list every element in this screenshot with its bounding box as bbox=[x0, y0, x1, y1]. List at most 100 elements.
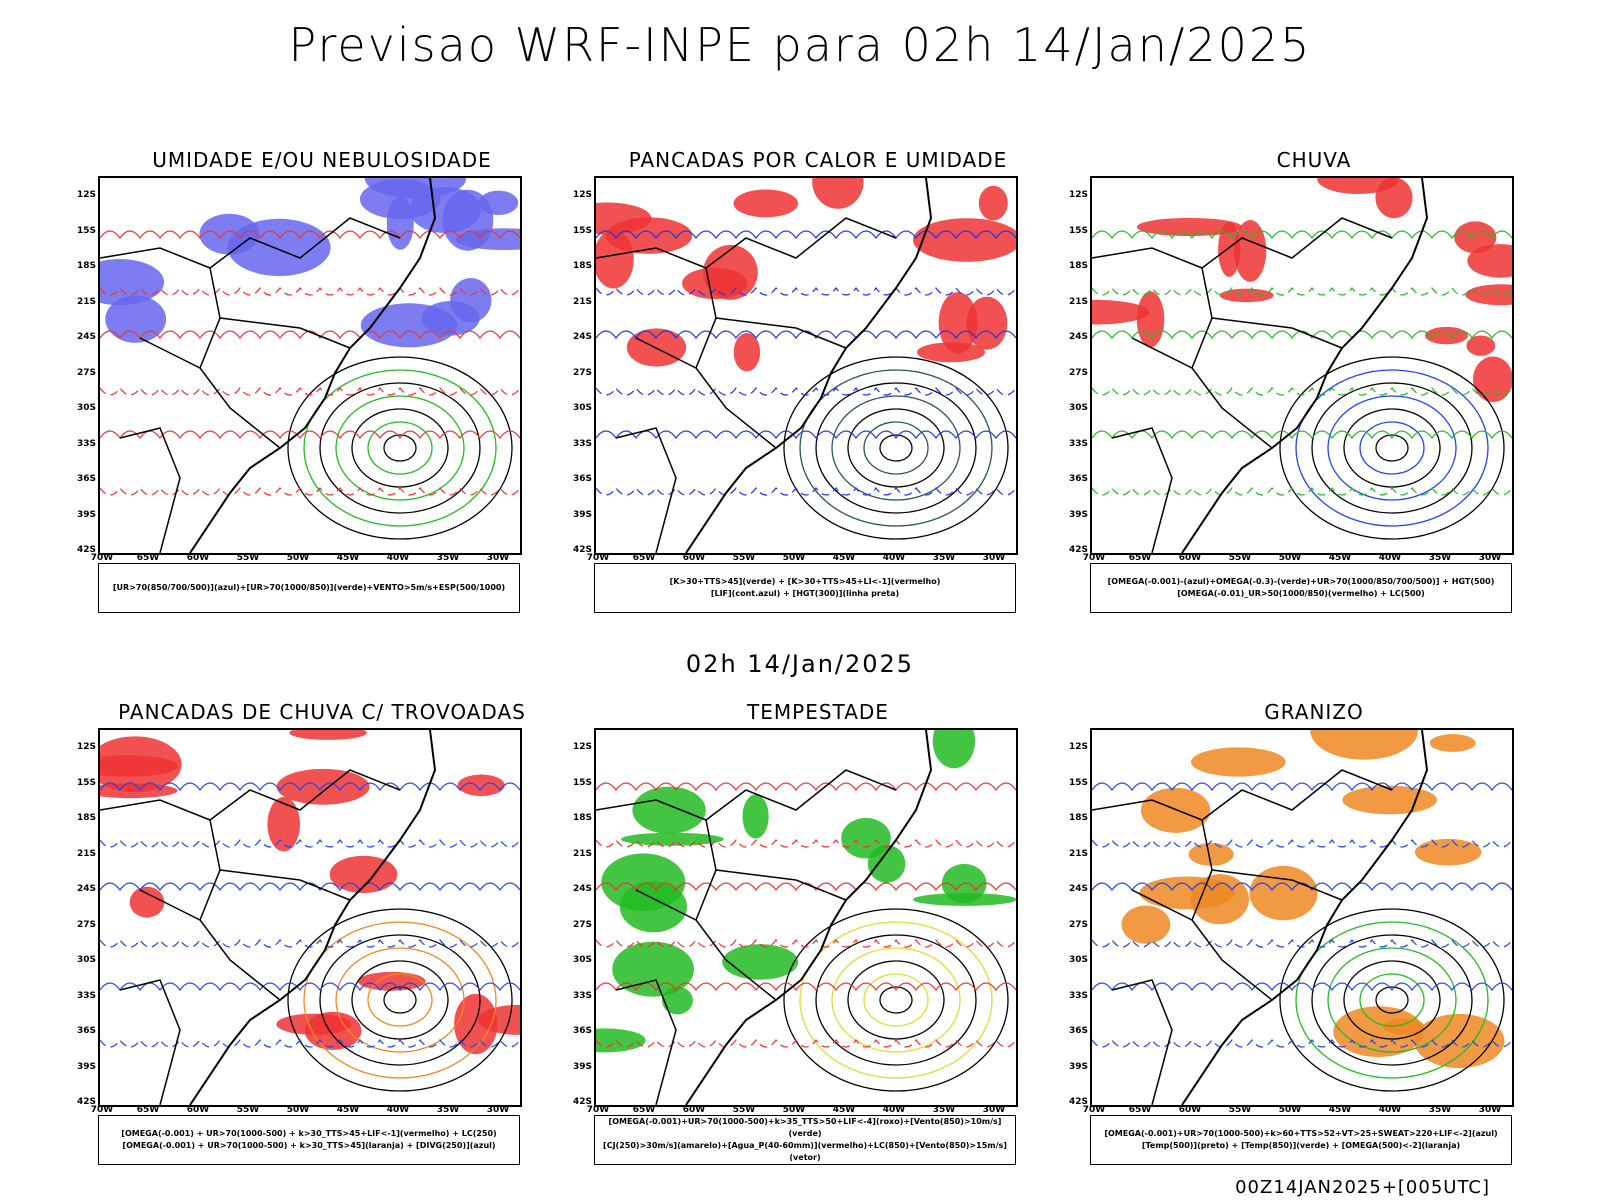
contour-line bbox=[1092, 838, 1512, 848]
lon-tick-label: 55W bbox=[236, 1105, 260, 1115]
map-graphic bbox=[100, 178, 520, 553]
lat-tick-label: 21S bbox=[572, 848, 592, 859]
shaded-field bbox=[1136, 217, 1243, 237]
lat-tick-label: 33S bbox=[1068, 990, 1088, 1001]
contour-line bbox=[100, 982, 520, 992]
isoline bbox=[351, 960, 449, 1040]
panel-title: TEMPESTADE bbox=[747, 700, 889, 724]
lat-tick-label: 33S bbox=[76, 438, 96, 449]
lat-tick-label: 36S bbox=[76, 1026, 96, 1036]
lat-tick-label: 36S bbox=[76, 474, 96, 484]
contour-line bbox=[596, 938, 1016, 948]
contour-line bbox=[100, 230, 520, 240]
contour-line bbox=[596, 330, 1016, 340]
lon-tick-label: 70W bbox=[1082, 553, 1106, 563]
shaded-field bbox=[733, 189, 799, 218]
shaded-field bbox=[742, 794, 769, 839]
map-graphic bbox=[1092, 730, 1512, 1105]
lat-tick-label: 39S bbox=[1068, 509, 1088, 520]
shaded-field bbox=[129, 886, 165, 918]
panel-title: PANCADAS POR CALOR E UMIDADE bbox=[628, 148, 1008, 172]
shaded-field bbox=[100, 755, 178, 777]
lon-tick-label: 35W bbox=[932, 1105, 956, 1115]
shaded-field bbox=[916, 342, 986, 363]
lat-tick-label: 24S bbox=[1068, 884, 1088, 894]
contour-line bbox=[596, 230, 1016, 240]
lon-tick-label: 60W bbox=[682, 553, 706, 563]
contour-line bbox=[100, 330, 520, 340]
contour-line bbox=[1092, 982, 1512, 992]
contour-line bbox=[100, 782, 520, 792]
panel-title: CHUVA bbox=[1276, 148, 1352, 172]
shaded-field bbox=[1429, 734, 1476, 752]
panel-title: UMIDADE E/OU NEBULOSIDADE bbox=[152, 148, 492, 172]
lon-tick-label: 55W bbox=[732, 1105, 756, 1115]
shaded-field bbox=[1121, 905, 1171, 944]
isoline bbox=[847, 408, 945, 488]
isoline bbox=[367, 421, 433, 475]
lon-tick-label: 70W bbox=[1082, 1105, 1106, 1115]
map-graphic bbox=[596, 730, 1016, 1105]
lat-tick-label: 15S bbox=[1068, 225, 1088, 236]
shaded-field bbox=[1218, 222, 1241, 277]
lon-tick-label: 60W bbox=[186, 553, 210, 563]
map-graphic bbox=[100, 730, 520, 1105]
lon-tick-label: 40W bbox=[882, 553, 906, 563]
shaded-field bbox=[478, 1004, 520, 1035]
isoline bbox=[1375, 986, 1409, 1014]
lat-tick-label: 15S bbox=[76, 777, 96, 788]
panel-legend: [OMEGA(-0.001) + UR>70(1000-500) + k>30_… bbox=[98, 1115, 520, 1165]
lon-tick-label: 45W bbox=[1328, 1105, 1352, 1115]
map-area bbox=[1090, 176, 1514, 555]
shaded-field bbox=[421, 301, 480, 336]
shaded-field bbox=[913, 893, 1016, 906]
lon-tick-label: 35W bbox=[932, 553, 956, 563]
isoline bbox=[1311, 382, 1473, 514]
lon-tick-label: 65W bbox=[136, 553, 160, 563]
shaded-field bbox=[1219, 288, 1274, 303]
lon-tick-label: 60W bbox=[1178, 1105, 1202, 1115]
legend-line: [K>30+TTS>45](verde) + [K>30+TTS>45+LI<-… bbox=[669, 577, 941, 586]
legend-line: [CJ(250)>30m/s](amarelo)+[Agua_P(40-60mm… bbox=[603, 1141, 1007, 1162]
lat-tick-label: 27S bbox=[1068, 367, 1088, 378]
shaded-field bbox=[605, 217, 693, 254]
isoline bbox=[1327, 395, 1457, 501]
map-panel-tempestade: TEMPESTADE 12S 15S 18S 21S 24S 27S 30S 33S 36S 39S… bbox=[568, 700, 1068, 1180]
lon-tick-label: 60W bbox=[682, 1105, 706, 1115]
lon-tick-label: 30W bbox=[982, 553, 1006, 563]
isoline bbox=[847, 960, 945, 1040]
shaded-field bbox=[932, 730, 976, 769]
shaded-field bbox=[722, 944, 799, 980]
lon-tick-label: 55W bbox=[732, 553, 756, 563]
shaded-field bbox=[100, 259, 165, 306]
isoline bbox=[1295, 921, 1489, 1079]
lon-tick-label: 40W bbox=[1378, 553, 1402, 563]
isoline bbox=[1359, 973, 1425, 1027]
isoline bbox=[879, 434, 913, 462]
lat-tick-label: 24S bbox=[572, 884, 592, 894]
lon-tick-label: 65W bbox=[632, 1105, 656, 1115]
isoline bbox=[1327, 947, 1457, 1053]
contour-line bbox=[1092, 286, 1512, 296]
lon-tick-label: 70W bbox=[90, 1105, 114, 1115]
lat-tick-label: 18S bbox=[1068, 813, 1088, 823]
contour-line bbox=[100, 938, 520, 948]
panel-legend: [OMEGA(-0.001)+UR>70(1000-500)+k>60+TTS>… bbox=[1090, 1115, 1512, 1165]
lat-tick-label: 12S bbox=[572, 742, 592, 752]
lon-tick-label: 55W bbox=[1228, 1105, 1252, 1115]
lon-tick-label: 40W bbox=[386, 1105, 410, 1115]
lon-tick-label: 60W bbox=[186, 1105, 210, 1115]
shaded-field bbox=[978, 185, 1008, 221]
lat-tick-label: 27S bbox=[572, 919, 592, 930]
lat-tick-label: 39S bbox=[1068, 1061, 1088, 1072]
shaded-field bbox=[733, 332, 761, 372]
legend-line: [OMEGA(-0.001) + UR>70(1000-500) + k>30_… bbox=[121, 1129, 497, 1138]
lat-tick-label: 12S bbox=[1068, 190, 1088, 200]
map-area bbox=[594, 176, 1018, 555]
shaded-field bbox=[358, 971, 426, 991]
isoline bbox=[831, 395, 961, 501]
shaded-field bbox=[1191, 747, 1286, 777]
coastline bbox=[1181, 178, 1429, 553]
lon-tick-label: 50W bbox=[782, 553, 806, 563]
legend-line: [LIF](cont.azul) + [HGT(300)](linha pret… bbox=[710, 589, 900, 598]
